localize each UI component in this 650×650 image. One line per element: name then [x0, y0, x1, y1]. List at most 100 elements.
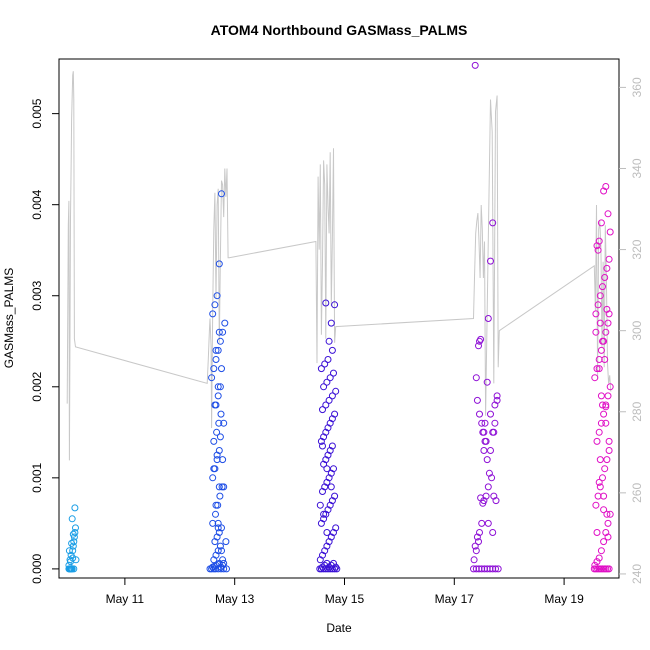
- data-point: [214, 524, 222, 532]
- data-point: [331, 410, 339, 418]
- data-point: [476, 410, 483, 418]
- data-point: [601, 465, 609, 473]
- data-point: [210, 365, 218, 373]
- data-point: [325, 396, 333, 404]
- y2-tick-label: 340: [630, 158, 644, 178]
- scatter-points-layer: [65, 61, 614, 573]
- x-axis-label: Date: [326, 621, 352, 635]
- data-point: [215, 328, 223, 336]
- data-point: [602, 328, 610, 336]
- data-point: [213, 428, 221, 436]
- data-point: [594, 246, 602, 254]
- data-point: [69, 554, 77, 562]
- data-point: [597, 419, 605, 427]
- data-point: [592, 310, 600, 318]
- data-point: [489, 219, 497, 227]
- data-point: [212, 510, 219, 518]
- data-point: [605, 310, 613, 318]
- data-point: [330, 559, 337, 567]
- data-point: [493, 392, 501, 400]
- data-point: [212, 356, 220, 363]
- data-point: [593, 365, 601, 373]
- y2-tick-label: 280: [630, 401, 644, 421]
- data-point: [475, 342, 482, 350]
- data-point: [602, 403, 610, 411]
- data-point: [602, 183, 610, 190]
- data-point: [322, 299, 330, 307]
- data-point: [476, 337, 483, 345]
- data-point: [216, 542, 224, 550]
- altitude-trace-layer: [66, 71, 612, 461]
- data-point: [603, 456, 611, 464]
- y2-tick-label: 240: [630, 564, 644, 584]
- data-point: [600, 410, 608, 418]
- data-point: [322, 401, 330, 409]
- data-point: [605, 447, 613, 454]
- data-point: [331, 301, 339, 309]
- data-point: [479, 499, 487, 507]
- data-point: [478, 419, 486, 427]
- series-1: [65, 504, 80, 573]
- data-point: [596, 292, 604, 300]
- data-point: [606, 510, 614, 518]
- data-point: [333, 565, 341, 573]
- y2-tick-label: 300: [630, 320, 644, 340]
- data-point: [326, 374, 334, 382]
- data-point: [603, 510, 611, 518]
- data-point: [472, 547, 480, 555]
- data-point: [209, 474, 217, 482]
- data-point: [70, 538, 78, 546]
- data-point: [597, 392, 605, 400]
- series-5: [590, 183, 614, 573]
- data-point: [219, 328, 227, 336]
- data-point: [472, 374, 480, 382]
- data-point: [316, 501, 324, 509]
- data-point: [325, 563, 333, 571]
- data-point: [592, 501, 600, 509]
- data-point: [323, 378, 331, 386]
- data-point: [68, 539, 76, 547]
- data-point: [471, 542, 479, 550]
- data-point: [328, 442, 336, 450]
- data-point: [492, 497, 500, 505]
- data-point: [478, 519, 486, 527]
- data-point: [488, 474, 496, 482]
- data-point: [332, 524, 340, 532]
- data-point: [214, 383, 222, 391]
- data-point: [594, 301, 602, 309]
- data-point: [483, 456, 491, 464]
- data-point: [471, 61, 479, 69]
- data-point: [212, 501, 220, 509]
- chart-title: ATOM4 Northbound GASMass_PALMS: [211, 22, 468, 38]
- x-tick-label: May 11: [106, 592, 145, 606]
- data-point: [324, 356, 332, 363]
- y-tick-label: 0.004: [30, 189, 44, 219]
- data-point: [71, 529, 79, 536]
- data-point: [212, 346, 220, 354]
- data-point: [601, 274, 609, 281]
- data-point: [604, 519, 612, 527]
- data-point: [327, 483, 335, 491]
- data-point: [69, 530, 77, 538]
- data-point: [596, 456, 604, 464]
- data-point: [480, 428, 488, 436]
- data-point: [591, 374, 599, 382]
- data-point: [482, 437, 490, 445]
- data-point: [605, 437, 613, 445]
- data-point: [222, 538, 230, 546]
- data-point: [484, 483, 492, 491]
- series-2: [206, 190, 230, 573]
- data-point: [484, 519, 492, 527]
- data-point: [597, 547, 605, 555]
- y-tick-label: 0.005: [30, 98, 44, 128]
- data-point: [593, 529, 601, 536]
- data-point: [597, 346, 605, 354]
- data-point: [600, 492, 608, 500]
- data-point: [327, 561, 335, 569]
- data-point: [215, 419, 223, 427]
- data-point: [487, 447, 494, 454]
- data-point: [475, 538, 482, 546]
- data-point: [596, 483, 604, 491]
- data-point: [604, 210, 612, 218]
- data-point: [595, 237, 603, 245]
